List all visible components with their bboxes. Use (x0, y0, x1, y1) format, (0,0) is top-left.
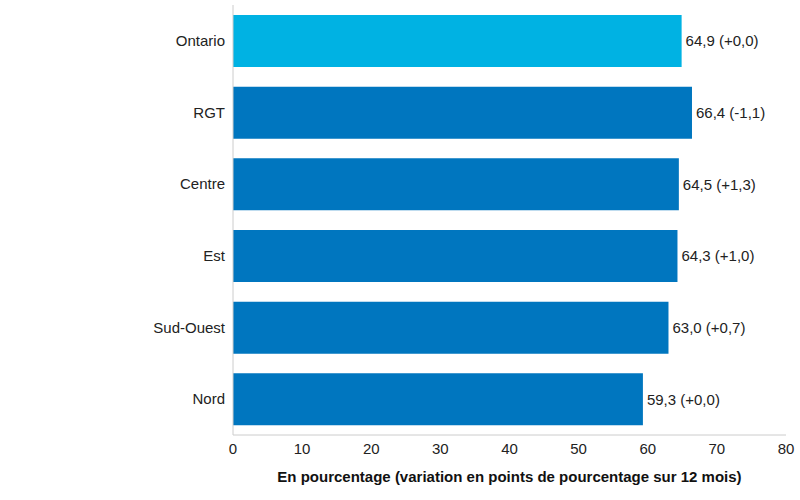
svg-text:70: 70 (709, 440, 726, 457)
svg-text:Ontario: Ontario (176, 32, 225, 49)
svg-text:80: 80 (778, 440, 792, 457)
svg-text:63,0 (+0,7): 63,0 (+0,7) (672, 319, 745, 336)
svg-text:Centre: Centre (180, 175, 225, 192)
svg-text:50: 50 (570, 440, 587, 457)
svg-text:En pourcentage (variation en p: En pourcentage (variation en points de p… (277, 468, 741, 485)
svg-text:20: 20 (363, 440, 380, 457)
svg-text:40: 40 (501, 440, 518, 457)
svg-text:0: 0 (229, 440, 237, 457)
svg-text:64,5 (+1,3): 64,5 (+1,3) (683, 176, 756, 193)
svg-text:64,3 (+1,0): 64,3 (+1,0) (681, 247, 754, 264)
svg-text:Sud-Ouest: Sud-Ouest (153, 319, 226, 336)
svg-text:64,9 (+0,0): 64,9 (+0,0) (686, 32, 759, 49)
svg-text:10: 10 (294, 440, 311, 457)
svg-text:66,4 (-1,1): 66,4 (-1,1) (696, 104, 765, 121)
svg-text:30: 30 (432, 440, 449, 457)
svg-text:RGT: RGT (193, 104, 225, 121)
svg-text:Est: Est (203, 247, 226, 264)
svg-text:Nord: Nord (192, 390, 225, 407)
svg-text:60: 60 (639, 440, 656, 457)
svg-text:59,3 (+0,0): 59,3 (+0,0) (647, 391, 720, 408)
